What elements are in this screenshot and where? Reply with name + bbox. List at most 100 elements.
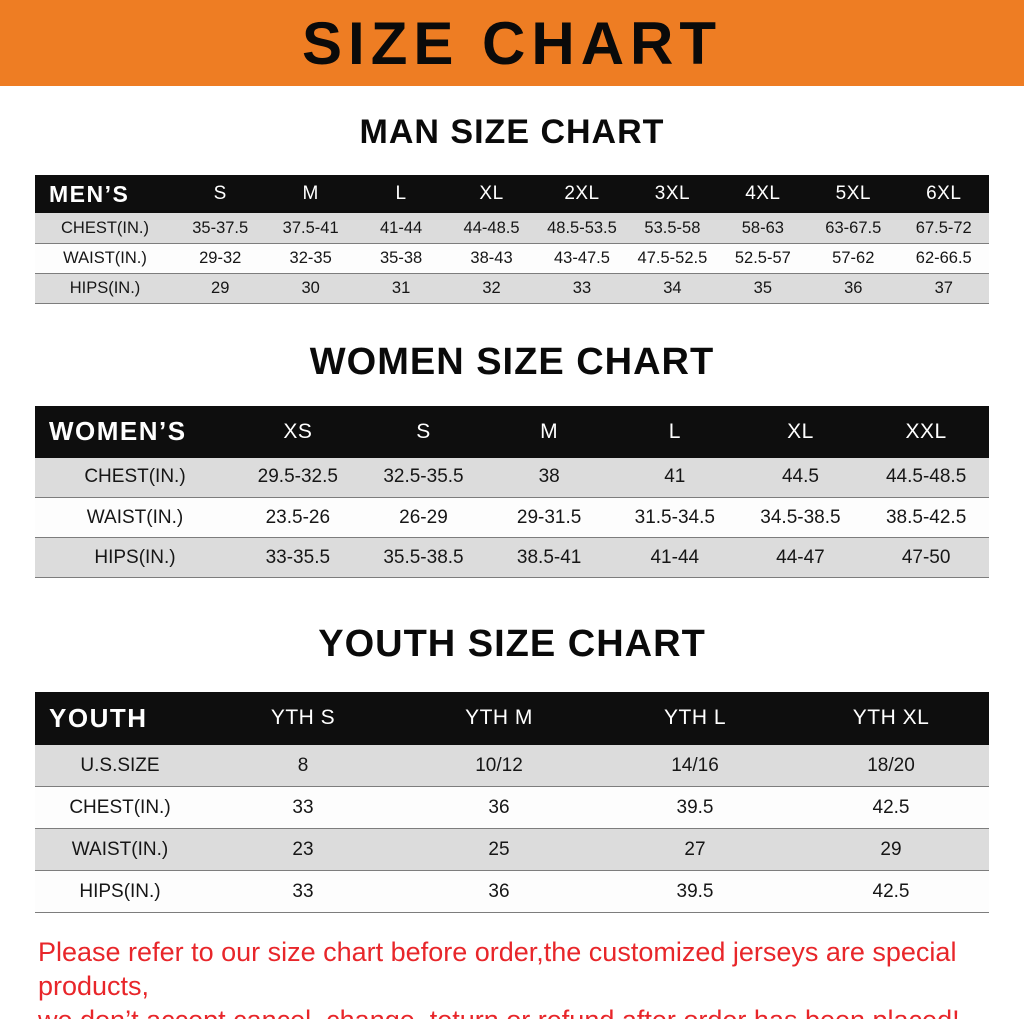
size-value: 23 bbox=[292, 838, 314, 860]
size-value: 29.5-32.5 bbox=[257, 466, 338, 488]
table-header-row: MEN’S S M L XL 2XL 3XL 4XL 5XL 6XL bbox=[35, 175, 989, 214]
size-column-header: S bbox=[360, 405, 487, 458]
size-value: 32-35 bbox=[289, 248, 332, 267]
size-value: 35-38 bbox=[379, 248, 423, 267]
size-value: 34 bbox=[663, 278, 682, 297]
size-value: 33 bbox=[292, 880, 314, 902]
size-value: 39.5 bbox=[676, 796, 714, 818]
disclaimer-line-1: Please refer to our size chart before or… bbox=[38, 937, 957, 1002]
youth-section-heading: YOUTH SIZE CHART bbox=[318, 623, 706, 666]
size-column-header: YTH S bbox=[205, 691, 401, 745]
size-column-header: S bbox=[175, 175, 266, 214]
size-value: 44-47 bbox=[776, 546, 825, 568]
size-value: 47.5-52.5 bbox=[637, 248, 708, 267]
size-column-header: XL bbox=[446, 175, 537, 214]
size-value: 35-37.5 bbox=[192, 218, 249, 237]
size-column-header: L bbox=[355, 175, 447, 214]
youth-size-section: YOUTH SIZE CHART YOUTH YTH S YTH M YTH L YTH… bbox=[0, 623, 1024, 913]
size-value: 34.5-38.5 bbox=[760, 506, 841, 528]
size-value: 38.5-41 bbox=[516, 546, 582, 568]
size-value: 29 bbox=[211, 278, 230, 297]
charts-area: MAN SIZE CHART MEN’S S M L XL 2XL 3XL 4XL 5XL 6XL… bbox=[0, 113, 1024, 1019]
size-value: 53.5-58 bbox=[644, 218, 701, 237]
size-row: WAIST(IN.) 23 25 27 29 bbox=[35, 828, 989, 871]
size-value: 32 bbox=[482, 278, 501, 297]
size-row: CHEST(IN.) 35-37.5 37.5-41 41-44 44-48.5 48.5… bbox=[35, 213, 989, 244]
size-value: 37 bbox=[934, 278, 953, 297]
size-row: HIPS(IN.) 33-35.5 35.5-38.5 38.5-41 41-44 44-… bbox=[35, 537, 989, 578]
size-value: 30 bbox=[301, 278, 320, 297]
size-row: WAIST(IN.) 29-32 32-35 35-38 38-43 43-47.5 47.… bbox=[35, 243, 989, 274]
size-column-header: L bbox=[611, 405, 738, 458]
women-section-heading: WOMEN SIZE CHART bbox=[309, 340, 715, 383]
table-header-row: WOMEN’S XS S M L XL XXL bbox=[35, 405, 989, 458]
size-row: WAIST(IN.) 23.5-26 26-29 29-31.5 31.5-34.5 34… bbox=[35, 497, 989, 538]
size-column-header: YTH M bbox=[401, 691, 597, 745]
size-value: 33 bbox=[292, 796, 314, 818]
measurement-label: U.S.SIZE bbox=[80, 754, 160, 776]
size-value: 29-32 bbox=[199, 248, 242, 267]
size-value: 67.5-72 bbox=[915, 218, 972, 237]
size-column-header: YTH L bbox=[597, 691, 793, 745]
size-value: 38 bbox=[538, 466, 560, 488]
size-row: HIPS(IN.) 29 30 31 32 33 34 35 36 37 bbox=[35, 273, 989, 304]
measurement-label: WAIST(IN.) bbox=[63, 248, 147, 267]
men-section-heading: MAN SIZE CHART bbox=[359, 113, 665, 151]
size-column-header: 5XL bbox=[808, 175, 899, 214]
size-value: 29-31.5 bbox=[516, 506, 582, 528]
size-column-header: 6XL bbox=[898, 175, 989, 214]
size-column-header: XS bbox=[235, 405, 361, 458]
size-column-header: XXL bbox=[863, 405, 989, 458]
size-value: 36 bbox=[488, 880, 510, 902]
size-column-header: M bbox=[486, 405, 612, 458]
size-value: 8 bbox=[297, 754, 309, 776]
measurement-label: HIPS(IN.) bbox=[94, 546, 176, 568]
measurement-label: WAIST(IN.) bbox=[71, 838, 169, 860]
size-value: 35.5-38.5 bbox=[383, 546, 464, 568]
size-value: 26-29 bbox=[399, 506, 448, 528]
size-value: 23.5-26 bbox=[265, 506, 331, 528]
table-title-cell: WOMEN’S bbox=[35, 405, 235, 458]
size-value: 41 bbox=[664, 466, 686, 488]
size-value: 35 bbox=[753, 278, 773, 297]
size-value: 44.5 bbox=[781, 466, 819, 488]
size-value: 25 bbox=[488, 838, 510, 860]
banner: SIZE CHART bbox=[0, 0, 1024, 86]
size-column-header: 3XL bbox=[627, 175, 718, 214]
measurement-label: HIPS(IN.) bbox=[69, 278, 141, 297]
size-row: CHEST(IN.) 33 36 39.5 42.5 bbox=[35, 786, 989, 829]
page-title: SIZE CHART bbox=[302, 9, 722, 77]
size-value: 52.5-57 bbox=[734, 248, 791, 267]
size-value: 37.5-41 bbox=[282, 218, 339, 237]
size-value: 48.5-53.5 bbox=[547, 218, 617, 237]
size-value: 47-50 bbox=[901, 546, 951, 568]
size-value: 18/20 bbox=[867, 754, 915, 776]
measurement-label: CHEST(IN.) bbox=[61, 218, 149, 237]
size-value: 38-43 bbox=[470, 248, 513, 267]
size-value: 41-44 bbox=[650, 546, 700, 568]
size-value: 41-44 bbox=[379, 218, 423, 237]
size-column-header: 4XL bbox=[717, 175, 809, 214]
measurement-label: HIPS(IN.) bbox=[79, 880, 161, 902]
size-value: 32.5-35.5 bbox=[383, 466, 464, 488]
size-value: 44-48.5 bbox=[463, 218, 520, 237]
size-value: 27 bbox=[684, 838, 706, 860]
size-value: 58-63 bbox=[741, 218, 784, 237]
size-column-header: YTH XL bbox=[793, 691, 989, 745]
size-value: 36 bbox=[844, 278, 863, 297]
size-value: 14/16 bbox=[671, 754, 719, 776]
table-title-cell: YOUTH bbox=[35, 691, 205, 745]
size-value: 38.5-42.5 bbox=[885, 506, 967, 528]
size-value: 36 bbox=[488, 796, 510, 818]
disclaimer-text: Please refer to our size chart before or… bbox=[38, 935, 1024, 1019]
women-size-table: WOMEN’S XS S M L XL XXL CHEST(IN.) 29.5-32.5 32.5… bbox=[35, 405, 989, 579]
measurement-label: CHEST(IN.) bbox=[84, 466, 186, 488]
size-value: 31 bbox=[391, 278, 411, 297]
size-value: 42.5 bbox=[872, 880, 910, 902]
size-value: 33 bbox=[572, 278, 592, 297]
size-column-header: M bbox=[265, 175, 356, 214]
size-value: 10/12 bbox=[475, 754, 523, 776]
men-size-table: MEN’S S M L XL 2XL 3XL 4XL 5XL 6XL CHEST(IN.) 35-37… bbox=[35, 175, 989, 304]
measurement-label: CHEST(IN.) bbox=[69, 796, 171, 818]
